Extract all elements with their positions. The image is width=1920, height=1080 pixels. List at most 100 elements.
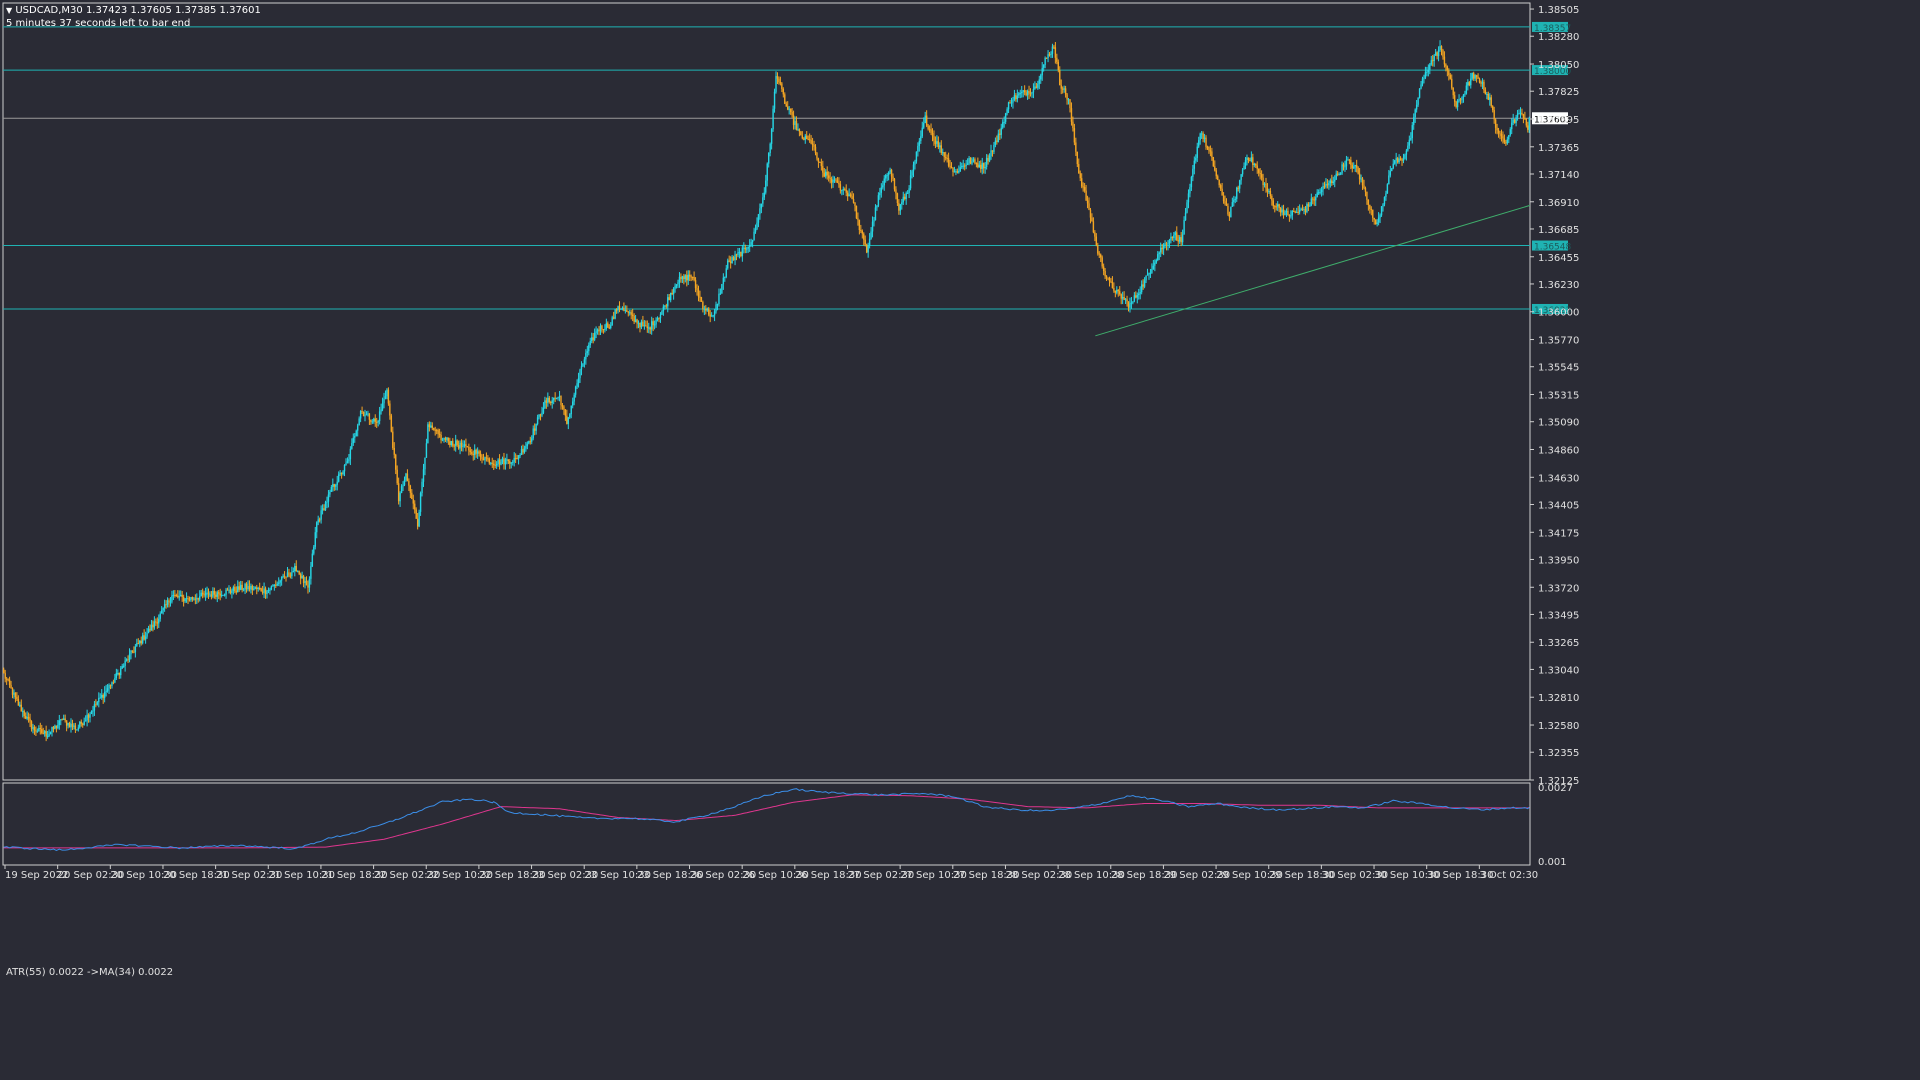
candle-body <box>127 659 129 661</box>
candle-body <box>102 694 104 698</box>
indicator-pane[interactable]: 0.0027 0.001 <box>2 782 1573 868</box>
candle-body <box>177 595 179 598</box>
candle-body <box>283 575 286 577</box>
candle-body <box>479 453 482 458</box>
candle-body <box>193 598 195 600</box>
candle-body <box>1326 183 1329 186</box>
candle-body <box>1272 200 1275 207</box>
candle-body <box>447 437 450 442</box>
bar-timer: 5 minutes 37 seconds left to bar end <box>6 18 191 29</box>
candle-body <box>1427 69 1430 72</box>
candle-body <box>877 195 880 206</box>
candle-body <box>826 171 828 176</box>
candle-body <box>399 492 401 502</box>
candle-body <box>1323 186 1326 188</box>
candle-body <box>1456 100 1459 108</box>
candle-body <box>38 728 40 732</box>
candle-body <box>722 277 725 284</box>
candle-body <box>974 159 976 163</box>
candle-body <box>171 595 173 602</box>
candle-body <box>228 589 230 591</box>
candle-body <box>57 724 59 728</box>
candle-body <box>1506 139 1509 144</box>
candle-body <box>652 321 654 326</box>
candle-body <box>795 121 798 131</box>
candle-body <box>675 284 678 286</box>
candle-body <box>231 590 233 593</box>
candle-body <box>626 309 628 312</box>
candle-body <box>627 311 629 313</box>
candle-body <box>124 660 126 666</box>
candle-body <box>256 587 258 590</box>
candle-body <box>314 532 316 547</box>
candle-body <box>472 453 474 455</box>
candle-body <box>1519 112 1522 114</box>
candle-body <box>892 176 894 179</box>
candle-body <box>1113 287 1115 291</box>
candle-body <box>430 425 432 428</box>
candle-body <box>310 566 312 579</box>
time-tick-label: 26 Sep 02:30 <box>690 870 757 881</box>
candle-body <box>1000 127 1002 135</box>
candle-body <box>1200 133 1203 135</box>
candle-body <box>522 448 524 453</box>
candle-body <box>1021 91 1023 94</box>
time-tick-label: 30 Sep 10:30 <box>1374 870 1441 881</box>
candle-body <box>501 458 504 462</box>
time-tick-label: 29 Sep 10:30 <box>1216 870 1283 881</box>
candle-body <box>629 312 631 314</box>
candle-body <box>620 308 622 310</box>
candle-body <box>134 646 137 653</box>
candle-body <box>55 725 58 728</box>
candle-body <box>906 192 909 194</box>
candle-body <box>1423 77 1425 79</box>
candle-body <box>1177 240 1179 242</box>
candle-body <box>1383 197 1386 205</box>
candle-body <box>111 682 113 686</box>
candle-body <box>318 519 321 521</box>
candle-body <box>1442 49 1444 57</box>
candle-body <box>32 726 34 730</box>
candle-body <box>434 429 436 431</box>
candle-body <box>605 323 608 329</box>
candle-body <box>237 586 239 593</box>
candle-body <box>1012 99 1014 103</box>
candle-body <box>1515 117 1517 123</box>
main-price-pane[interactable] <box>2 2 1531 781</box>
candle-body <box>1154 262 1156 266</box>
candle-body <box>1493 110 1495 120</box>
candle-body <box>846 192 849 197</box>
candle-body <box>680 276 682 280</box>
candle-body <box>250 585 252 590</box>
candle-body <box>983 163 985 169</box>
collapse-arrow-icon[interactable]: ▼ <box>6 6 13 15</box>
candle-body <box>1525 118 1528 126</box>
candle-body <box>1003 121 1005 123</box>
candle-body <box>731 257 733 264</box>
candle-body <box>326 501 328 503</box>
candle-body <box>137 643 139 645</box>
price-tick-label: 1.38505 <box>1538 5 1579 16</box>
candle-body <box>1459 99 1462 101</box>
candle-body <box>509 461 511 464</box>
candle-body <box>1446 66 1449 71</box>
main-pane-frame <box>2 2 1531 781</box>
candle-body <box>566 415 568 424</box>
candle-body <box>146 633 148 637</box>
candle-body <box>457 445 460 449</box>
candle-body <box>940 145 942 153</box>
candle-body <box>621 307 624 309</box>
candle-body <box>1238 180 1241 189</box>
horizontal-levels[interactable]: 1.38357 1.38000 1.36548 1.36023 1.37601 <box>3 21 1571 337</box>
candle-body <box>1184 212 1187 221</box>
candle-body <box>1019 93 1021 95</box>
candle-body <box>604 328 606 330</box>
candle-body <box>286 572 289 578</box>
time-tick-label: 22 Sep 18:30 <box>479 870 546 881</box>
candle-body <box>1262 177 1264 186</box>
candle-body <box>832 179 834 183</box>
candle-body <box>1424 72 1427 78</box>
candle-body <box>280 576 283 581</box>
candle-body <box>1256 165 1258 169</box>
